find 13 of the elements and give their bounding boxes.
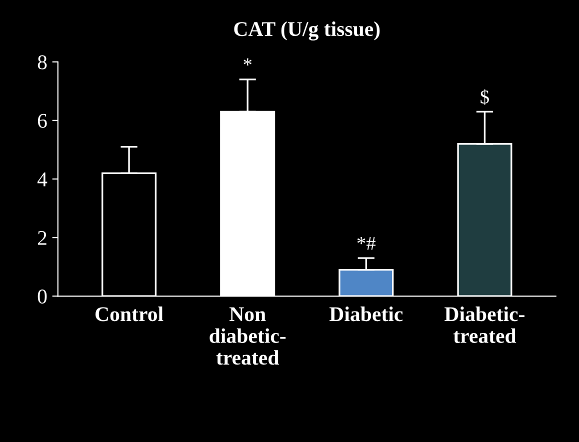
x-tick-label: Non diabetic- treated bbox=[210, 307, 286, 365]
x-tick-label: Control bbox=[96, 306, 164, 322]
annotation: $ bbox=[480, 89, 489, 105]
chart-title: CAT (U/g tissue) bbox=[234, 21, 380, 40]
y-tick-label: 6 bbox=[38, 114, 47, 128]
y-tick-label: 8 bbox=[38, 55, 47, 70]
annotation: *# bbox=[357, 237, 376, 250]
annotation: * bbox=[244, 58, 252, 66]
y-tick-label: 2 bbox=[38, 231, 46, 245]
x-tick-label: Diabetic bbox=[329, 306, 403, 322]
x-tick-label: Diabetic- treated bbox=[444, 306, 524, 344]
y-tick-label: 4 bbox=[37, 172, 48, 186]
y-tick-label: 0 bbox=[38, 290, 47, 304]
